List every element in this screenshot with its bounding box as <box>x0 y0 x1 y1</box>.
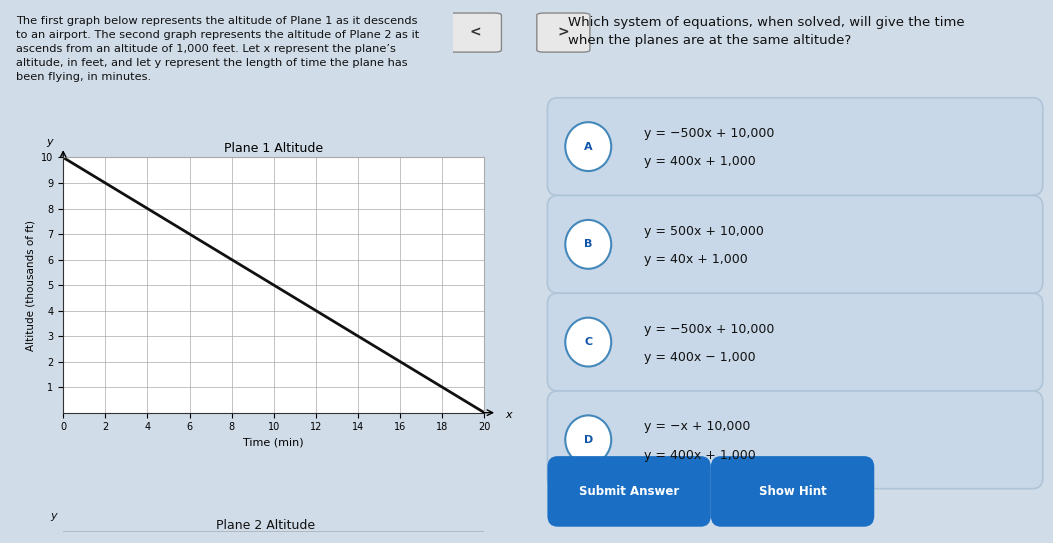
FancyBboxPatch shape <box>711 456 874 527</box>
Text: The first graph below represents the altitude of Plane 1 as it descends
to an ai: The first graph below represents the alt… <box>16 16 419 83</box>
Text: y = 40x + 1,000: y = 40x + 1,000 <box>644 253 749 266</box>
Text: y: y <box>46 137 53 147</box>
Text: y = −500x + 10,000: y = −500x + 10,000 <box>644 127 775 140</box>
Text: x: x <box>505 410 512 420</box>
Text: y: y <box>49 512 57 521</box>
Text: C: C <box>584 337 593 347</box>
Circle shape <box>565 220 611 269</box>
Text: y = 400x − 1,000: y = 400x − 1,000 <box>644 351 756 364</box>
Y-axis label: Altitude (thousands of ft): Altitude (thousands of ft) <box>25 219 36 351</box>
Text: D: D <box>583 435 593 445</box>
FancyBboxPatch shape <box>548 293 1042 391</box>
Text: Which system of equations, when solved, will give the time
when the planes are a: Which system of equations, when solved, … <box>568 16 965 47</box>
Text: B: B <box>584 239 593 249</box>
Circle shape <box>565 318 611 367</box>
Text: >: > <box>557 26 570 40</box>
Text: <: < <box>469 26 481 40</box>
Text: y = −500x + 10,000: y = −500x + 10,000 <box>644 323 775 336</box>
Text: y = 500x + 10,000: y = 500x + 10,000 <box>644 225 764 238</box>
FancyBboxPatch shape <box>537 13 590 52</box>
X-axis label: Time (min): Time (min) <box>243 438 304 448</box>
Text: A: A <box>584 142 593 151</box>
FancyBboxPatch shape <box>449 13 501 52</box>
Title: Plane 1 Altitude: Plane 1 Altitude <box>224 142 323 155</box>
FancyBboxPatch shape <box>548 98 1042 195</box>
Text: Plane 2 Altitude: Plane 2 Altitude <box>216 519 316 532</box>
FancyBboxPatch shape <box>548 391 1042 489</box>
FancyBboxPatch shape <box>548 195 1042 293</box>
Text: y = 400x + 1,000: y = 400x + 1,000 <box>644 155 756 168</box>
Circle shape <box>565 415 611 464</box>
Text: Show Hint: Show Hint <box>758 485 827 498</box>
Text: y = 400x + 1,000: y = 400x + 1,000 <box>644 449 756 462</box>
Circle shape <box>565 122 611 171</box>
FancyBboxPatch shape <box>548 456 711 527</box>
Text: Submit Answer: Submit Answer <box>579 485 679 498</box>
Text: y = −x + 10,000: y = −x + 10,000 <box>644 420 751 433</box>
